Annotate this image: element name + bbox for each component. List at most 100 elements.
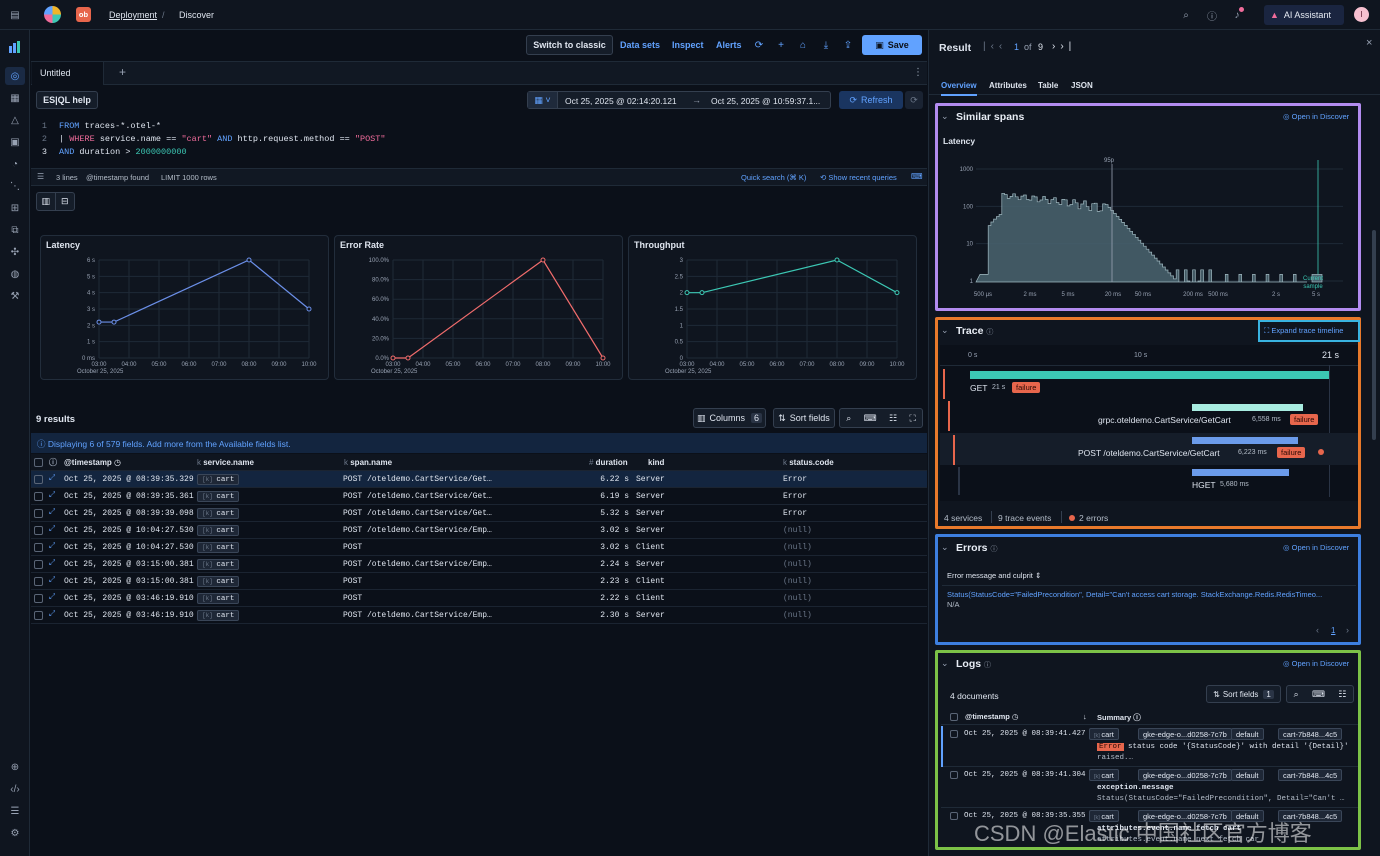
pagination-first-prev[interactable]: |‹‹ <box>983 41 1008 52</box>
developer-tools-icon[interactable]: ‹/› <box>10 783 20 795</box>
table-row[interactable]: ⤢ Oct 25, 2025 @ 03:15:00.381 [k] cart POST… <box>31 556 927 573</box>
span-bar-grpc[interactable] <box>1192 404 1303 411</box>
chevron-down-icon[interactable]: ⌄ <box>941 111 949 121</box>
date-start[interactable]: Oct 25, 2025 @ 02:14:20.121 <box>565 96 677 106</box>
tools-icon[interactable]: ⚒ <box>10 290 20 302</box>
chevron-down-icon[interactable]: ⌄ <box>941 325 949 335</box>
row-checkbox[interactable] <box>34 611 43 620</box>
observability-logo-icon[interactable] <box>9 41 21 53</box>
add-data-icon[interactable]: ⊕ <box>10 761 20 773</box>
logs-sort-fields-button[interactable]: ⇅ Sort fields 1 <box>1206 685 1281 703</box>
tab-untitled[interactable]: Untitled <box>32 62 104 85</box>
logs-open-discover[interactable]: ◎ Open in Discover <box>1283 659 1349 668</box>
log-row[interactable]: Oct 25, 2025 @ 08:39:41.304 [k] cart gke-e… <box>941 767 1358 808</box>
tab-options-icon[interactable]: ⋮ <box>913 67 923 78</box>
table-row[interactable]: ⤢ Oct 25, 2025 @ 03:15:00.381 [k] cart POST… <box>31 573 927 590</box>
editor-line[interactable]: 2 | WHERE service.name == "cart" AND http… <box>31 134 386 147</box>
quick-search-link[interactable]: Quick search (⌘ K) <box>741 173 807 182</box>
expand-row-icon[interactable]: ⤢ <box>49 474 56 483</box>
keyboard-shortcuts-icon[interactable]: ⌨ <box>1311 688 1325 699</box>
keyboard-shortcuts-icon[interactable]: ⌨ <box>863 412 877 423</box>
keyboard-icon[interactable]: ⌨ <box>911 172 923 181</box>
data-sets-link[interactable]: Data sets <box>620 40 661 50</box>
column-header-service[interactable]: k service.name <box>197 458 254 467</box>
documents-view-icon[interactable]: ▥ <box>37 193 56 210</box>
columns-button[interactable]: ▥ Columns 6 <box>693 408 766 428</box>
log-row-checkbox[interactable] <box>950 771 958 779</box>
dashboards-icon[interactable]: ▦ <box>10 92 20 104</box>
tab-table[interactable]: Table <box>1038 81 1059 90</box>
flyout-scrollbar[interactable] <box>1372 230 1376 440</box>
errors-column-header[interactable]: Error message and culprit ⇕ <box>947 571 1042 580</box>
log-field-chip[interactable]: default <box>1231 728 1264 740</box>
synthetics-icon[interactable]: ◍ <box>10 268 20 280</box>
row-checkbox[interactable] <box>34 560 43 569</box>
expand-row-icon[interactable]: ⤢ <box>49 508 56 517</box>
user-avatar[interactable]: I <box>1354 7 1369 22</box>
span-bar-post[interactable] <box>1192 437 1298 444</box>
table-row[interactable]: ⤢ Oct 25, 2025 @ 08:39:35.361 [k] cart POST… <box>31 488 927 505</box>
log-field-chip[interactable]: cart-7b848...4c5 <box>1278 810 1343 822</box>
log-field-chip[interactable]: default <box>1231 810 1264 822</box>
row-checkbox[interactable] <box>34 492 43 501</box>
breadcrumb-deployment[interactable]: Deployment <box>109 10 158 20</box>
expand-row-icon[interactable]: ⤢ <box>49 593 56 602</box>
space-avatar[interactable]: ob <box>76 7 91 22</box>
column-header-timestamp[interactable]: @timestamp ◷ <box>64 458 122 467</box>
logs-select-all[interactable] <box>950 713 958 721</box>
logs-icon[interactable]: ⧉ <box>11 224 19 236</box>
download-icon[interactable]: ⤓ <box>823 39 829 51</box>
elastic-logo-icon[interactable] <box>44 6 61 23</box>
log-field-chip[interactable]: [k] cart <box>1089 769 1119 781</box>
slo-icon[interactable]: ◔ <box>11 158 19 170</box>
errors-page[interactable]: 1 <box>1331 626 1336 635</box>
help-icon[interactable]: ⓘ <box>1207 11 1217 23</box>
cell-service[interactable]: [k] cart <box>197 576 240 587</box>
search-in-table-icon[interactable]: ⌕ <box>846 412 852 423</box>
search-icon[interactable]: ⌕ <box>1183 9 1189 21</box>
expand-row-icon[interactable]: ⤢ <box>49 491 56 500</box>
display-settings-icon[interactable]: ☷ <box>889 412 898 423</box>
span-bar-hget[interactable] <box>1192 469 1289 476</box>
esql-help-button[interactable]: ES|QL help <box>36 91 98 109</box>
log-field-chip[interactable]: gke-edge-o...d0258-7c7b <box>1138 728 1232 740</box>
log-row-checkbox[interactable] <box>950 812 958 820</box>
table-row[interactable]: ⤢ Oct 25, 2025 @ 10:04:27.530 [k] cart POST… <box>31 539 927 556</box>
sort-fields-button[interactable]: ⇅ Sort fields <box>773 408 835 428</box>
table-row[interactable]: ⤢ Oct 25, 2025 @ 08:39:39.098 [k] cart POST… <box>31 505 927 522</box>
log-field-chip[interactable]: [k] cart <box>1089 810 1119 822</box>
tab-attributes[interactable]: Attributes <box>989 81 1027 90</box>
service-map-icon[interactable]: ⋱ <box>10 180 20 192</box>
expand-row-icon[interactable]: ⤢ <box>49 542 56 551</box>
column-header-span[interactable]: k span.name <box>344 458 393 467</box>
cases-icon[interactable]: ▣ <box>10 136 20 148</box>
save-button[interactable]: ▣ Save <box>862 35 922 55</box>
open-folder-icon[interactable]: ⌂ <box>799 39 807 51</box>
log-field-chip[interactable]: default <box>1231 769 1264 781</box>
expand-row-icon[interactable]: ⤢ <box>49 610 56 619</box>
table-row[interactable]: ⤢ Oct 25, 2025 @ 08:39:35.329 [k] cart POST… <box>31 471 927 488</box>
row-checkbox[interactable] <box>34 475 43 484</box>
expand-trace-timeline-button[interactable]: ⛶ Expand trace timeline <box>1258 320 1360 342</box>
log-field-chip[interactable]: cart-7b848...4c5 <box>1278 769 1343 781</box>
table-row[interactable]: ⤢ Oct 25, 2025 @ 03:46:19.910 [k] cart POST… <box>31 590 927 607</box>
cell-service[interactable]: [k] cart <box>197 474 240 485</box>
date-end[interactable]: Oct 25, 2025 @ 10:59:37.1... <box>711 96 821 106</box>
esql-editor[interactable]: 1 FROM traces-*.otel-* 2 | WHERE service.na… <box>31 118 927 166</box>
discover-icon[interactable]: ◎ <box>10 70 20 82</box>
similar-open-discover[interactable]: ◎ Open in Discover <box>1283 112 1349 121</box>
row-checkbox[interactable] <box>34 577 43 586</box>
cell-service[interactable]: [k] cart <box>197 525 240 536</box>
table-row[interactable]: ⤢ Oct 25, 2025 @ 03:46:19.910 [k] cart POST… <box>31 607 927 624</box>
expand-row-icon[interactable]: ⤢ <box>49 576 56 585</box>
background-search-icon[interactable]: ⟳ <box>754 39 764 51</box>
chevron-down-icon[interactable]: ⌄ <box>941 658 949 668</box>
errors-open-discover[interactable]: ◎ Open in Discover <box>1283 543 1349 552</box>
refresh-button[interactable]: ⟳ Refresh <box>839 91 903 109</box>
pagination-next-last[interactable]: ››| <box>1052 41 1077 52</box>
data-management-icon[interactable]: ☰ <box>10 805 20 817</box>
cell-service[interactable]: [k] cart <box>197 542 240 553</box>
calendar-icon[interactable]: ▦ ˅ <box>528 92 558 108</box>
row-checkbox[interactable] <box>34 594 43 603</box>
cell-service[interactable]: [k] cart <box>197 559 240 570</box>
